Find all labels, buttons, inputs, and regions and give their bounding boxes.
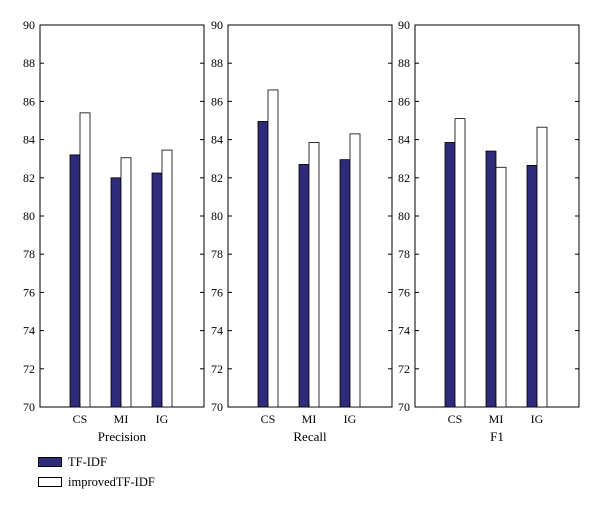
- y-tick-label: 84: [23, 133, 35, 147]
- y-tick-label: 72: [398, 362, 410, 376]
- x-tick-label: IG: [531, 412, 544, 426]
- x-tick-label: MI: [114, 412, 129, 426]
- y-tick-label: 70: [211, 400, 223, 414]
- x-tick-label: MI: [302, 412, 317, 426]
- x-tick-label: CS: [261, 412, 276, 426]
- y-tick-label: 76: [23, 285, 35, 299]
- bar-recall-cs-tfidf: [257, 121, 269, 408]
- legend: TF-IDF improvedTF-IDF: [38, 452, 155, 492]
- y-tick-label: 76: [398, 285, 410, 299]
- x-tick-label: CS: [448, 412, 463, 426]
- y-tick-label: 78: [398, 247, 410, 261]
- bar-precision-ig-improved-tfidf: [161, 149, 173, 408]
- legend-item-tfidf: TF-IDF: [38, 452, 155, 472]
- y-tick-label: 84: [211, 133, 223, 147]
- y-tick-label: 86: [398, 94, 410, 108]
- y-tick-label: 74: [398, 324, 410, 338]
- chart: 70 72 74 76 78 80 82 84 86 88 90 CS MI IG Precision 70 7…: [23, 18, 580, 444]
- bar-recall-ig-tfidf: [339, 159, 351, 408]
- y-tick-label: 90: [398, 18, 410, 32]
- legend-item-improved-tfidf: improvedTF-IDF: [38, 472, 155, 492]
- y-tick-label: 90: [23, 18, 35, 32]
- bar-f1-ig-improved-tfidf: [536, 126, 548, 408]
- x-axis-label-recall: Recall: [293, 429, 327, 444]
- x-axis-label-f1: F1: [490, 429, 504, 444]
- y-tick-label: 88: [398, 56, 410, 70]
- y-tick-label: 72: [23, 362, 35, 376]
- legend-label-tfidf: TF-IDF: [68, 454, 107, 469]
- bar-f1-mi-tfidf: [485, 150, 497, 408]
- bar-precision-mi-improved-tfidf: [120, 157, 132, 408]
- bar-recall-ig-improved-tfidf: [349, 133, 361, 408]
- y-tick-label: 74: [211, 324, 223, 338]
- bar-f1-cs-improved-tfidf: [454, 118, 466, 408]
- x-axis-label-precision: Precision: [98, 429, 147, 444]
- y-tick-label: 72: [211, 362, 223, 376]
- y-tick-label: 78: [211, 247, 223, 261]
- x-tick-label: MI: [489, 412, 504, 426]
- bar-f1-cs-tfidf: [444, 142, 456, 408]
- y-tick-label: 88: [211, 56, 223, 70]
- bar-recall-mi-tfidf: [298, 164, 310, 408]
- y-tick-label: 86: [23, 94, 35, 108]
- bar-precision-cs-improved-tfidf: [79, 112, 91, 408]
- y-tick-label: 84: [398, 133, 410, 147]
- bar-f1-mi-improved-tfidf: [495, 166, 507, 408]
- legend-swatch-tfidf: [38, 457, 62, 467]
- x-tick-label: IG: [156, 412, 169, 426]
- x-tick-label: IG: [344, 412, 357, 426]
- y-tick-label: 80: [211, 209, 223, 223]
- bar-precision-mi-tfidf: [110, 177, 122, 408]
- y-tick-label: 82: [398, 171, 410, 185]
- y-tick-label: 88: [23, 56, 35, 70]
- y-tick-label: 86: [211, 94, 223, 108]
- y-tick-label: 70: [398, 400, 410, 414]
- bar-recall-cs-improved-tfidf: [267, 89, 279, 408]
- y-tick-label: 90: [211, 18, 223, 32]
- bar-precision-ig-tfidf: [151, 172, 163, 408]
- y-tick-label: 80: [23, 209, 35, 223]
- y-tick-label: 80: [398, 209, 410, 223]
- y-tick-label: 70: [23, 400, 35, 414]
- y-tick-label: 82: [211, 171, 223, 185]
- y-tick-label: 82: [23, 171, 35, 185]
- x-tick-label: CS: [73, 412, 88, 426]
- bar-f1-ig-tfidf: [526, 164, 538, 408]
- legend-label-improved-tfidf: improvedTF-IDF: [68, 474, 155, 489]
- bar-recall-mi-improved-tfidf: [308, 142, 320, 408]
- y-tick-label: 74: [23, 324, 35, 338]
- legend-swatch-improved-tfidf: [38, 477, 62, 487]
- y-tick-label: 76: [211, 285, 223, 299]
- bar-precision-cs-tfidf: [69, 154, 81, 408]
- y-tick-label: 78: [23, 247, 35, 261]
